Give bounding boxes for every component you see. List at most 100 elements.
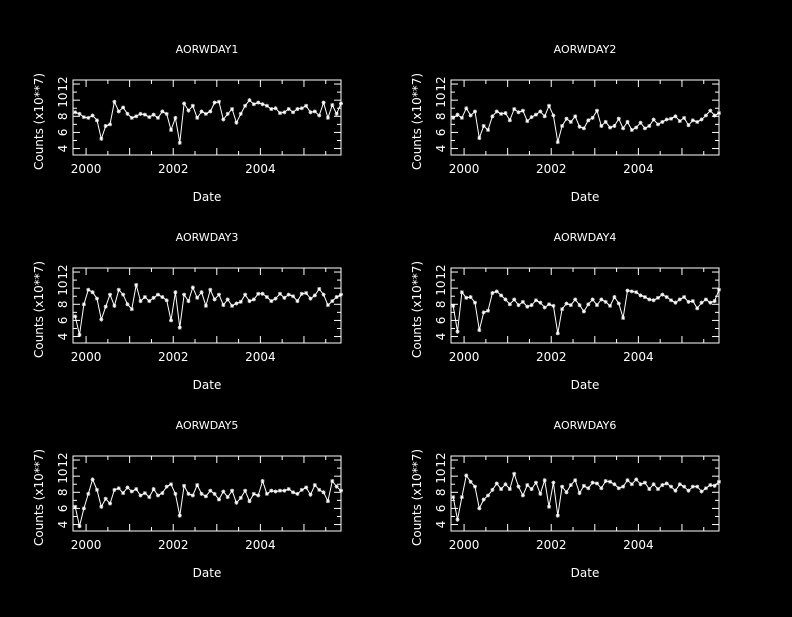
data-point [112,303,117,308]
data-point [538,300,543,305]
data-point [542,114,547,119]
data-point [121,292,126,297]
data-point [312,109,317,114]
data-point [177,513,182,518]
data-point [260,291,265,296]
data-point [304,291,309,295]
data-point [147,115,152,120]
data-point [555,513,560,518]
data-point [256,100,261,105]
data-point [203,494,208,499]
data-point [677,297,682,302]
data-point [103,496,108,501]
data-point [481,497,486,502]
data-point [717,479,721,484]
data-point [651,298,656,303]
data-point [621,316,626,320]
data-point [169,318,174,323]
data-point [225,111,230,116]
data-point [99,504,104,509]
y-tick-label: 6 [56,505,70,513]
data-point [612,482,617,487]
data-point [477,136,482,141]
x-tick-label: 2000 [71,538,102,552]
data-point [264,103,269,108]
data-point [216,99,221,104]
data-point [138,299,143,304]
data-point [616,116,621,121]
data-point [664,481,669,486]
data-point [238,495,243,500]
data-point [73,504,78,509]
data-point [577,303,582,308]
data-point [451,115,456,120]
data-point [599,123,604,128]
x-axis-label: Date [193,566,222,580]
data-point [686,299,691,304]
x-tick-label: 2000 [449,538,480,552]
data-point [190,285,195,290]
data-point [295,107,300,112]
data-point [90,290,95,295]
series-line [75,99,342,143]
data-point [651,117,656,122]
data-point [77,332,82,337]
data-point [116,287,121,292]
y-axis-label: Counts (x10**7) [410,261,424,358]
data-point [560,484,565,489]
chart-title: AORWDAY2 [554,43,617,56]
x-tick-label: 2002 [536,162,567,176]
data-point [312,483,317,488]
data-point [516,484,521,489]
data-point [520,299,525,304]
data-point [86,115,91,120]
data-point [660,119,665,124]
data-point [334,484,339,489]
data-point [112,487,117,492]
data-point [708,300,713,305]
data-point [712,113,717,118]
plot-frame [450,79,720,156]
x-tick-label: 2002 [158,538,189,552]
data-point [594,108,599,113]
chart-panel: AORWDAY6 2000 2002 2004 4 6 8 10 12 Date Counts (x… [410,419,721,580]
data-point [251,491,256,496]
data-point [577,491,582,496]
data-point [169,482,174,487]
data-point [586,302,591,307]
plot-frame [72,79,342,156]
data-point [99,317,104,322]
x-tick-label: 2000 [71,350,102,364]
chart-title: AORWDAY5 [176,419,239,432]
data-point [199,290,204,295]
data-point [533,112,538,117]
plot-frame [72,455,342,532]
chart-title: AORWDAY4 [554,231,617,244]
data-point [560,123,565,128]
data-point [151,112,156,117]
data-point [573,114,578,119]
data-point [677,482,682,487]
data-point [647,297,652,302]
data-point [520,108,525,113]
data-point [186,108,191,113]
data-point [81,302,86,307]
data-point [147,495,152,500]
plot-frame [450,267,720,344]
data-point [94,296,99,301]
data-point [525,304,530,309]
data-point [273,296,278,301]
data-point [529,115,534,120]
series-line [74,284,342,336]
x-axis-label: Date [571,566,600,580]
data-point [547,103,552,108]
data-point [568,483,573,488]
data-point [269,107,274,112]
y-tick-label: 12 [56,264,70,279]
data-point [529,303,534,308]
data-point [112,99,117,104]
data-point [690,299,695,304]
data-point [260,102,265,107]
series-line [452,289,720,334]
data-point [339,101,343,106]
